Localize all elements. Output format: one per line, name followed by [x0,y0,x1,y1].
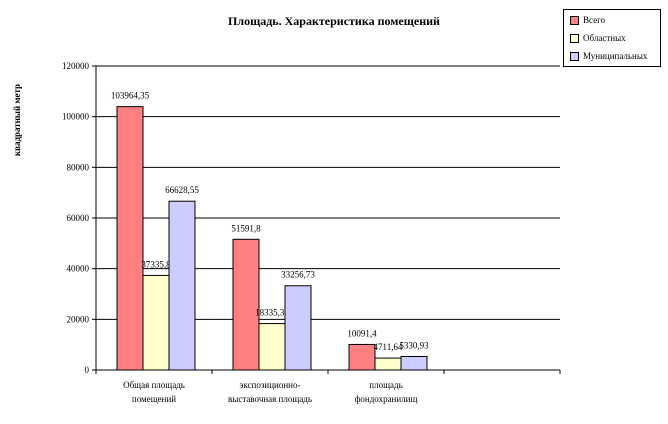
bar [142,274,170,371]
y-tick-label: 40000 [67,264,90,274]
y-tick-label: 0 [85,365,90,375]
legend-swatch [570,16,579,26]
data-label: 10091,4 [347,328,377,338]
data-label: 18335,35 [255,308,289,318]
x-tick-label: фондохранилищ [355,394,418,404]
legend-item-vsego: Всего [570,14,605,26]
legend-swatch [570,34,579,44]
bar [116,106,144,371]
y-tick-label: 120000 [62,61,90,71]
data-label: 66628,55 [165,185,199,195]
bar [232,238,260,371]
y-tick-label: 100000 [62,112,90,122]
chart-title: Площадь. Характеристика помещений [228,14,440,28]
legend-label: Областных [583,33,626,43]
y-tick-label: 60000 [67,213,90,223]
legend-item-oblastnyh: Областных [570,32,626,44]
bar [400,355,428,371]
bar [258,323,286,371]
data-label: 103964,35 [111,91,150,101]
bar [374,357,402,371]
bar [348,343,376,371]
legend-item-municipalnyh: Муниципальных [570,50,647,62]
x-tick-label: площадь [369,380,402,390]
data-label: 51591,8 [231,223,261,233]
x-tick-label: экспозиционно- [240,380,301,390]
bar [168,200,196,371]
legend-swatch [570,52,579,62]
x-tick-label: выставочная площадь [228,394,312,404]
y-tick-label: 80000 [67,162,90,172]
bar [284,285,312,371]
data-label: 37335,8 [141,259,171,269]
data-label: 5330,93 [399,340,429,350]
legend: Всего Областных Муниципальных [563,9,661,67]
legend-label: Всего [583,15,606,25]
x-tick-label: помещений [132,394,176,404]
data-label: 4711,64 [374,342,403,352]
x-tick-label: Общая площадь [123,380,185,390]
legend-label: Муниципальных [583,51,648,61]
y-tick-label: 20000 [67,314,90,324]
data-label: 33256,73 [281,270,315,280]
